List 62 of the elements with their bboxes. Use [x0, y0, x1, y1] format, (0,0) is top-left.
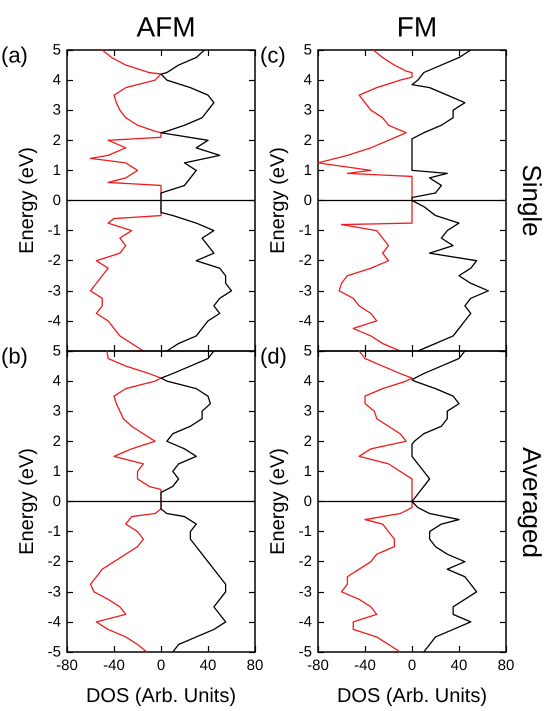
- y-axis-title: Energy (eV): [266, 448, 289, 555]
- y-tick-label: 3: [304, 402, 312, 420]
- y-tick-label: -3: [298, 583, 312, 600]
- x-tick-label: 0: [408, 657, 416, 674]
- chart-title: FM: [396, 12, 438, 42]
- y-tick-label: 0: [52, 493, 61, 510]
- y2-axis-title: Averaged: [517, 447, 546, 558]
- chart-title: AFM: [136, 12, 196, 42]
- y-tick-label: 2: [52, 132, 61, 149]
- text: (a): [1, 42, 28, 68]
- y-tick-label: 1: [52, 162, 61, 179]
- y-tick-label: 3: [52, 102, 61, 119]
- y-axis-title: Energy (eV): [16, 147, 38, 254]
- y-tick-label: 4: [52, 372, 61, 390]
- x-tick-label: 0: [156, 657, 166, 674]
- y-tick-label: 5: [304, 342, 312, 360]
- y-tick-label: 0: [304, 493, 312, 510]
- y-tick-label: 2: [52, 432, 61, 450]
- y-tick-label: -4: [298, 312, 312, 330]
- y-tick-label: 1: [304, 162, 312, 179]
- y-tick-label: -4: [48, 613, 61, 630]
- y-tick-label: 4: [304, 372, 312, 390]
- y-tick-label: -2: [48, 252, 61, 270]
- x-tick-label: -40: [103, 657, 125, 674]
- y-tick-label: -1: [298, 523, 312, 540]
- x-axis-title: DOS (Arb. Units): [86, 685, 236, 707]
- y-tick-label: -4: [298, 613, 312, 630]
- y-tick-label: 5: [304, 42, 312, 58]
- y-tick-label: -1: [48, 222, 61, 240]
- y-tick-label: 2: [304, 132, 312, 149]
- y-tick-label: -2: [298, 252, 312, 270]
- x-tick-label: 40: [450, 657, 468, 674]
- y-tick-label: 1: [52, 462, 61, 480]
- y-tick-label: -1: [298, 222, 312, 240]
- x-axis-title: DOS (Arb. Units): [336, 685, 488, 707]
- y-tick-label: 0: [52, 192, 61, 209]
- y-axis-title: Energy (eV): [266, 147, 289, 254]
- y-tick-label: -4: [48, 312, 61, 330]
- y-tick-label: -2: [298, 553, 312, 570]
- y-tick-label: -3: [48, 583, 61, 600]
- y-tick-label: -3: [298, 282, 312, 300]
- y-tick-label: 4: [304, 72, 312, 89]
- text: (b): [1, 344, 28, 368]
- y-tick-label: -3: [48, 282, 61, 300]
- y-tick-label: 3: [52, 402, 61, 420]
- y-axis-title: Energy (eV): [16, 448, 38, 555]
- y-tick-label: 3: [304, 102, 312, 119]
- x-tick-label: 40: [200, 657, 216, 674]
- y-tick-label: 1: [304, 462, 312, 480]
- y2-axis-title: Single: [517, 164, 546, 237]
- x-tick-label: 80: [246, 657, 264, 674]
- y-tick-label: 5: [52, 42, 61, 58]
- x-tick-label: -40: [354, 657, 376, 674]
- y-tick-label: 5: [52, 342, 61, 360]
- y-tick-label: -1: [48, 523, 61, 540]
- y-tick-label: 0: [304, 192, 312, 209]
- text: (d): [260, 344, 287, 368]
- y-tick-label: 4: [52, 72, 61, 89]
- y-tick-label: 2: [304, 432, 312, 450]
- y-tick-label: -2: [48, 553, 61, 570]
- x-tick-label: 80: [498, 657, 514, 674]
- text: (c): [260, 42, 286, 68]
